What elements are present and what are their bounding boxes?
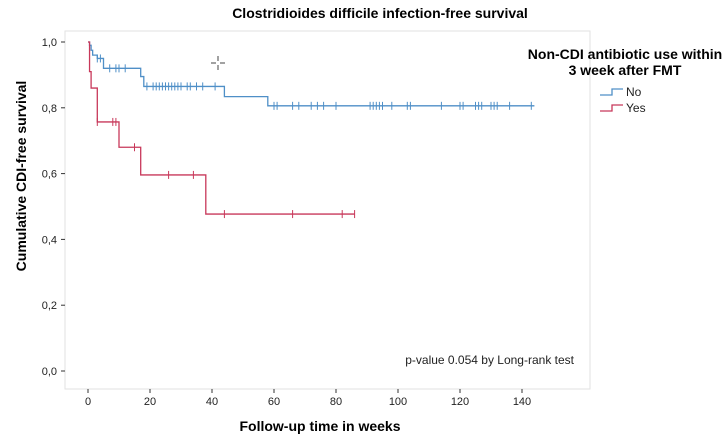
series-no — [88, 41, 535, 110]
chart-title: Clostridioides difficile infection-free … — [232, 5, 528, 21]
survival-curve-no — [88, 41, 535, 107]
y-tick-label: 0,6 — [42, 169, 57, 181]
y-tick-label: 0,0 — [42, 366, 57, 378]
y-tick-label: 0,2 — [42, 300, 57, 312]
legend-swatch-yes — [600, 104, 623, 112]
survival-curve-yes — [88, 41, 355, 215]
crosshair-cursor-icon — [211, 56, 225, 70]
p-value-annotation: p-value 0.054 by Long-rank test — [405, 353, 574, 367]
y-tick-label: 0,4 — [42, 234, 57, 246]
legend-label-no: No — [626, 85, 642, 99]
legend-swatch-no — [600, 88, 623, 96]
survival-curves — [88, 41, 535, 219]
x-tick-label: 60 — [268, 396, 280, 408]
x-ticks: 0 20 40 60 80 100 120 140 — [85, 389, 531, 408]
y-axis-title: Cumulative CDI-free survival — [13, 81, 29, 272]
legend-label-yes: Yes — [626, 101, 646, 115]
x-tick-label: 140 — [513, 396, 531, 408]
x-tick-label: 20 — [144, 396, 156, 408]
series-yes — [88, 41, 356, 219]
x-tick-label: 120 — [451, 396, 469, 408]
legend-title-line-1: Non-CDI antibiotic use within — [528, 46, 722, 62]
y-tick-label: 0,8 — [42, 103, 57, 115]
y-ticks: 0,0 0,2 0,4 0,6 0,8 1,0 — [42, 37, 65, 378]
x-tick-label: 80 — [330, 396, 342, 408]
x-tick-label: 40 — [206, 396, 218, 408]
y-tick-label: 1,0 — [42, 37, 57, 49]
legend-title-line-2: 3 week after FMT — [569, 62, 682, 78]
legend: Non-CDI antibiotic use within 3 week aft… — [528, 46, 722, 115]
x-tick-label: 0 — [85, 396, 91, 408]
x-axis-title: Follow-up time in weeks — [239, 418, 400, 434]
plot-frame — [64, 30, 591, 390]
x-tick-label: 100 — [389, 396, 407, 408]
